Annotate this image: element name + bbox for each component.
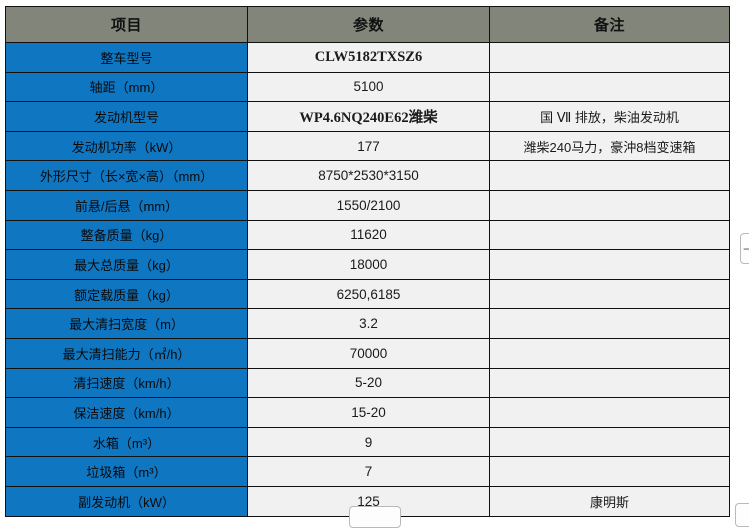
cell-item-label: 水箱（m³） (5, 426, 248, 458)
cell-remark-value (489, 456, 730, 487)
table-row: 整备质量（kg） 11620 (5, 219, 730, 251)
column-header-remark: 备注 (489, 6, 730, 43)
cell-item-label: 清扫速度（km/h） (5, 367, 248, 399)
cell-item-label: 垃圾箱（m³） (5, 456, 248, 487)
right-edge-floating-control[interactable]: − (740, 233, 749, 264)
cell-param-value: 6250,6185 (247, 278, 490, 310)
cell-param-value: 5100 (247, 71, 490, 103)
cell-param-value: 1550/2100 (247, 189, 490, 221)
table-row: 清扫速度（km/h） 5-20 (5, 367, 730, 399)
cell-item-label: 轴距（mm） (5, 71, 248, 103)
cell-param-value: 15-20 (247, 397, 490, 428)
table-row: 发动机型号 WP4.6NQ240E62潍柴国 Ⅶ 排放，柴油发动机 (5, 101, 730, 132)
cell-param-value: CLW5182TXSZ6 (247, 42, 490, 73)
table-row: 最大清扫能力（㎡/h） 70000 (5, 337, 730, 369)
cell-remark-value (489, 189, 730, 221)
cell-item-label: 最大清扫宽度（m） (5, 308, 248, 339)
cell-param-value: 9 (247, 426, 490, 458)
cell-item-label: 发动机型号 (5, 101, 248, 132)
cell-param-value: 70000 (247, 337, 490, 369)
cell-param-value: 18000 (247, 249, 490, 280)
cell-item-label: 最大清扫能力（㎡/h） (5, 337, 248, 369)
cell-remark-value (489, 160, 730, 191)
cell-remark-value (489, 367, 730, 399)
cell-param-value: WP4.6NQ240E62潍柴 (247, 101, 490, 132)
table-row: 外形尺寸（长×宽×高）（mm） 8750*2530*3150 (5, 160, 730, 191)
cell-param-value: 11620 (247, 219, 490, 251)
cell-item-label: 最大总质量（kg） (5, 249, 248, 280)
table-header: 项目 参数 备注 (5, 6, 730, 43)
cell-remark-value (489, 308, 730, 339)
table-row: 最大清扫宽度（m） 3.2 (5, 308, 730, 339)
minus-icon: − (743, 241, 749, 256)
table-row: 整车型号 CLW5182TXSZ6 (5, 42, 730, 73)
cell-remark-value (489, 337, 730, 369)
vehicle-spec-table: 项目 参数 备注 整车型号 CLW5182TXSZ6 轴距（mm） 5100 发动机型号… (5, 6, 730, 517)
column-header-item: 项目 (5, 6, 248, 43)
spec-table-container: 项目 参数 备注 整车型号 CLW5182TXSZ6 轴距（mm） 5100 发动机型号… (5, 6, 730, 517)
table-row: 前悬/后悬（mm） 1550/2100 (5, 189, 730, 221)
cell-param-value: 5-20 (247, 367, 490, 399)
cell-remark-value (489, 42, 730, 73)
cell-item-label: 整车型号 (5, 42, 248, 73)
cell-remark-value (489, 219, 730, 251)
bottom-center-floating-control[interactable] (349, 506, 401, 528)
cell-remark-value (489, 71, 730, 103)
table-row: 最大总质量（kg） 18000 (5, 249, 730, 280)
cell-remark-value (489, 397, 730, 428)
cell-item-label: 发动机功率（kW） (5, 130, 248, 162)
cell-param-value: 3.2 (247, 308, 490, 339)
cell-item-label: 副发动机（kW） (5, 485, 248, 517)
table-row: 水箱（m³） 9 (5, 426, 730, 458)
cell-item-label: 保洁速度（km/h） (5, 397, 248, 428)
cell-remark-value (489, 249, 730, 280)
cell-param-value: 177 (247, 130, 490, 162)
cell-item-label: 额定载质量（kg） (5, 278, 248, 310)
table-row: 副发动机（kW） 125 康明斯 (5, 485, 730, 517)
cell-remark-value (489, 278, 730, 310)
cell-remark-value: 潍柴240马力，豪沖8档变速箱 (489, 130, 730, 162)
table-body: 整车型号 CLW5182TXSZ6 轴距（mm） 5100 发动机型号 WP4.6NQ24… (5, 42, 730, 517)
cell-param-value: 8750*2530*3150 (247, 160, 490, 191)
cell-remark-value (489, 426, 730, 458)
cell-item-label: 整备质量（kg） (5, 219, 248, 251)
table-header-row: 项目 参数 备注 (5, 6, 730, 43)
table-row: 轴距（mm） 5100 (5, 71, 730, 103)
table-row: 保洁速度（km/h） 15-20 (5, 397, 730, 428)
table-row: 发动机功率（kW） 177 潍柴240马力，豪沖8档变速箱 (5, 130, 730, 162)
table-row: 垃圾箱（m³） 7 (5, 456, 730, 487)
cell-item-label: 外形尺寸（长×宽×高）（mm） (5, 160, 248, 191)
cell-param-value: 7 (247, 456, 490, 487)
bottom-right-floating-control[interactable] (735, 503, 749, 527)
cell-remark-value: 国 Ⅶ 排放，柴油发动机 (489, 101, 730, 132)
table-row: 额定载质量（kg） 6250,6185 (5, 278, 730, 310)
cell-item-label: 前悬/后悬（mm） (5, 189, 248, 221)
column-header-param: 参数 (247, 6, 490, 43)
